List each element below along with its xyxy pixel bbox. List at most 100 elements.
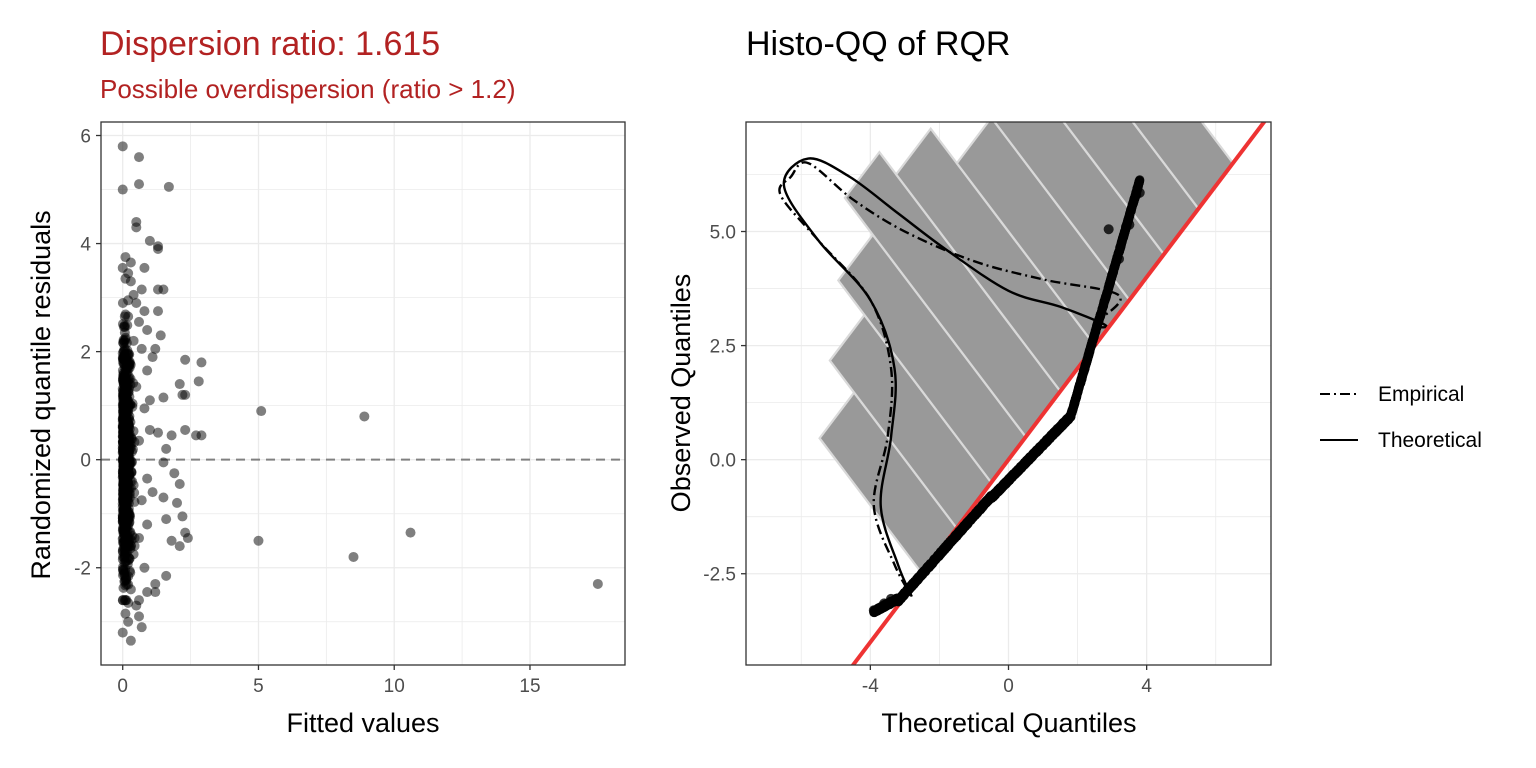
residual-point: [405, 527, 416, 538]
residual-point: [193, 376, 204, 387]
left-scatter-points: [117, 141, 603, 646]
density-curve-theoretical: [782, 157, 1108, 598]
residual-point: [196, 430, 207, 441]
residual-point: [136, 343, 147, 354]
left-chart-title: Dispersion ratio: 1.615: [100, 25, 440, 63]
qq-point: [1124, 219, 1135, 230]
residual-point: [142, 519, 153, 530]
qq-points: [868, 175, 1145, 618]
right-y-axis-title: Observed Quantiles: [666, 274, 696, 513]
residual-point: [136, 622, 147, 633]
residual-point: [359, 411, 370, 422]
residual-point: [155, 330, 166, 341]
left-y-tick-label: 0: [80, 451, 91, 472]
residual-point: [118, 386, 129, 397]
right-x-tick-label: 4: [1141, 676, 1152, 697]
residual-point: [177, 511, 188, 522]
residual-point: [125, 257, 136, 268]
residual-point: [153, 243, 164, 254]
left-chart-subtitle: Possible overdispersion (ratio > 1.2): [100, 74, 515, 104]
residual-point: [121, 406, 132, 417]
right-y-tick-label: -2.5: [703, 565, 736, 586]
residual-point: [253, 535, 264, 546]
residual-point: [120, 375, 131, 386]
residual-point: [128, 335, 139, 346]
right-panel: -4 0 4 -2.5 0.0 2.5 5.0: [703, 121, 1272, 697]
residual-point: [117, 627, 128, 638]
right-y-tick-label: 5.0: [710, 223, 736, 244]
residual-point: [166, 430, 177, 441]
residual-point: [592, 578, 603, 589]
residual-point: [174, 541, 185, 552]
density-curve-empirical: [778, 161, 1122, 598]
rotated-histogram: [818, 122, 1235, 576]
residual-point: [123, 311, 134, 322]
residual-point: [120, 273, 131, 284]
residual-point: [172, 497, 183, 508]
qq-point: [886, 593, 897, 604]
residual-point: [123, 597, 134, 608]
residual-point: [153, 427, 164, 438]
residual-point: [142, 365, 153, 376]
qq-point: [1107, 269, 1118, 280]
residual-point: [118, 479, 129, 490]
residual-point: [134, 435, 145, 446]
left-x-axis-title: Fitted values: [286, 708, 439, 738]
right-y-tick-label: 2.5: [710, 337, 736, 358]
right-x-tick-label: 0: [1003, 676, 1014, 697]
residual-point: [136, 495, 147, 506]
residual-point: [125, 584, 136, 595]
residual-point: [123, 433, 134, 444]
residual-point: [144, 424, 155, 435]
residual-point: [147, 487, 158, 498]
residual-point: [128, 289, 139, 300]
legend: Empirical Theoretical: [1320, 383, 1482, 452]
legend-label-empirical: Empirical: [1378, 383, 1464, 406]
residual-point: [142, 473, 153, 484]
residual-point: [119, 496, 130, 507]
left-y-tick-label: -2: [74, 559, 91, 580]
residual-point: [131, 381, 142, 392]
left-x-tick-label: 15: [519, 676, 540, 697]
residual-point: [118, 353, 129, 364]
left-y-tick-label: 4: [80, 235, 91, 256]
residual-point: [142, 587, 153, 598]
residual-point: [120, 422, 131, 433]
residual-point: [139, 403, 150, 414]
right-plot-content: [778, 122, 1267, 665]
residual-point: [134, 179, 145, 190]
left-x-tick-label: 5: [253, 676, 264, 697]
residual-point: [348, 551, 359, 562]
qq-point: [1103, 224, 1114, 235]
residual-point: [180, 424, 191, 435]
residual-point: [158, 392, 169, 403]
residual-point: [147, 352, 158, 363]
residual-point: [128, 426, 139, 437]
residual-point: [158, 457, 169, 468]
residual-point: [174, 479, 185, 489]
residual-point: [144, 395, 155, 406]
residual-point: [169, 468, 180, 479]
residual-point: [128, 549, 139, 560]
qq-point: [1131, 190, 1142, 201]
residual-point: [118, 456, 129, 467]
residual-point: [131, 222, 142, 233]
left-y-axis-title: Randomized quantile residuals: [26, 210, 56, 579]
residual-point: [158, 492, 169, 503]
residual-point: [166, 535, 177, 546]
residual-point: [144, 235, 155, 246]
residual-point: [150, 578, 161, 589]
residual-point: [161, 570, 172, 581]
right-y-tick-label: 0.0: [710, 451, 736, 472]
residual-point: [120, 608, 131, 619]
residual-point: [134, 533, 145, 544]
residual-point: [139, 262, 150, 273]
residual-point: [150, 343, 161, 354]
legend-label-theoretical: Theoretical: [1378, 429, 1482, 452]
residual-point: [142, 325, 153, 336]
residual-point: [119, 551, 130, 562]
left-panel: 0 5 10 15 -2 0 2 4 6: [74, 121, 626, 697]
left-y-tick-label: 2: [80, 343, 91, 364]
left-x-tick-label: 10: [384, 676, 405, 697]
residual-point: [123, 616, 134, 627]
